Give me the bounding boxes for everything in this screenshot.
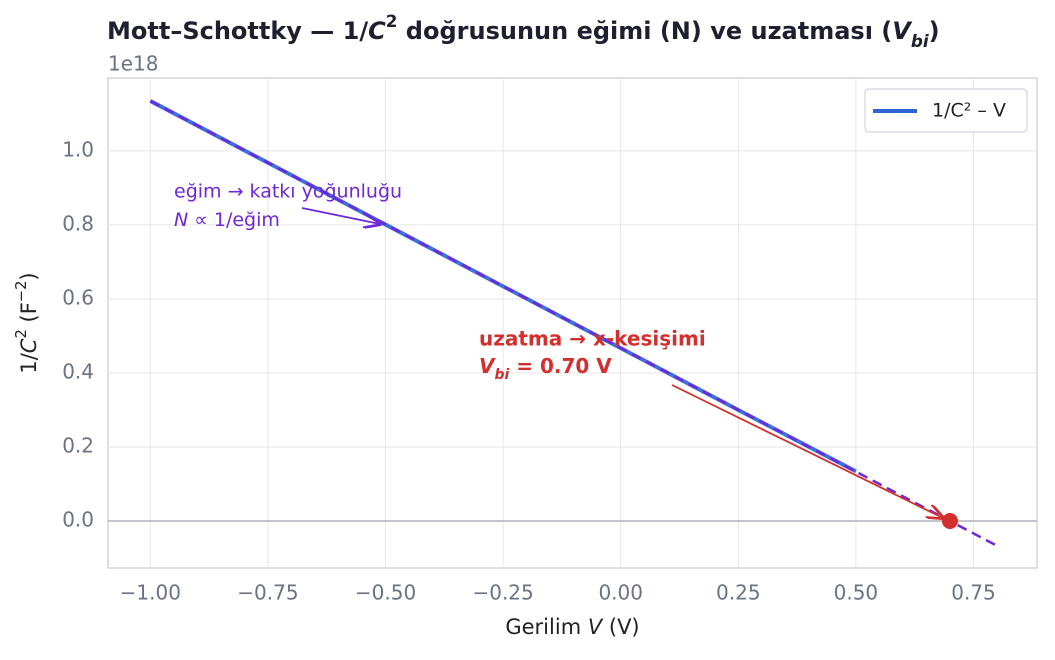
chart-title-part: ) xyxy=(929,17,940,45)
x-axis-label-part: Gerilim xyxy=(505,615,587,639)
y-tick-label: 0.0 xyxy=(62,507,94,531)
annotation-part: bi xyxy=(494,367,509,383)
annotation-part: N xyxy=(174,209,188,231)
x-axis-label-part: (V) xyxy=(602,615,639,639)
chart-title-part: V xyxy=(892,17,913,45)
legend: 1/C² – V xyxy=(864,88,1028,133)
annotation-arrow xyxy=(671,384,943,518)
annotation: uzatma → x-kesişimi xyxy=(479,327,706,351)
y-axis-label-part: 1/ xyxy=(17,352,41,373)
chart-title-part: C xyxy=(368,17,386,45)
y-axis-label-part: −2 xyxy=(13,281,30,303)
y-axis-label-part: (F xyxy=(17,302,41,329)
annotation-part: V xyxy=(479,354,496,378)
y-axis-label-part: ) xyxy=(17,272,41,280)
y-axis-label-part: C xyxy=(17,338,41,353)
y-tick-label: 0.4 xyxy=(62,359,94,383)
chart-title-part: doğrusunun eğimi (N) ve uzatması ( xyxy=(397,17,892,45)
x-tick-label: −0.75 xyxy=(237,581,298,605)
legend-box xyxy=(864,88,1028,133)
annotation: N ∝ 1/eğim xyxy=(174,209,280,231)
chart-title: Mott–Schottky — 1/C2 doğrusunun eğimi (N… xyxy=(107,11,940,51)
y-tick-label: 0.8 xyxy=(62,211,94,235)
y-axis-label: 1/C2 (F−2) xyxy=(13,272,42,373)
x-tick-label: 0.50 xyxy=(834,581,879,605)
annotation-part: = 0.70 V xyxy=(509,354,612,378)
chart-title-part: 2 xyxy=(386,11,398,31)
y-tick-label: 1.0 xyxy=(62,137,94,161)
legend-label: 1/C² – V xyxy=(932,100,1006,122)
y-axis-label-part: 2 xyxy=(13,329,30,338)
annotation: eğim → katkı yoğunluğu xyxy=(174,181,402,203)
x-axis-label-part: V xyxy=(588,615,604,639)
y-tick-label: 0.6 xyxy=(62,285,94,309)
chart-title-part: Mott–Schottky — 1/ xyxy=(107,17,368,45)
x-tick-label: −0.50 xyxy=(355,581,416,605)
annotation-part: ∝ 1/eğim xyxy=(188,209,280,231)
annotation: Vbi = 0.70 V xyxy=(479,354,612,384)
x-tick-label: 0.25 xyxy=(716,581,761,605)
x-tick-label: 0.75 xyxy=(951,581,996,605)
axis-offset: 1e18 xyxy=(108,52,158,76)
chart-title-part: bi xyxy=(911,31,929,51)
y-tick-label: 0.2 xyxy=(62,433,94,457)
x-tick-label: −0.25 xyxy=(472,581,533,605)
marker xyxy=(941,512,958,529)
x-tick-label: 0.00 xyxy=(598,581,643,605)
x-tick-label: −1.00 xyxy=(120,581,181,605)
x-axis-label: Gerilim V (V) xyxy=(505,615,639,639)
annotation-arrow xyxy=(301,207,380,224)
